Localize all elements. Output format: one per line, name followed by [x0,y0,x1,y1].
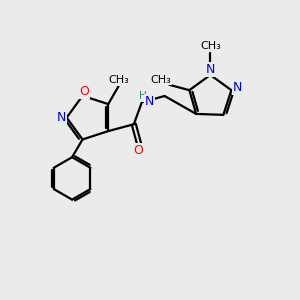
Text: O: O [133,143,143,157]
Text: CH₃: CH₃ [151,74,172,85]
Text: H: H [140,91,147,101]
Text: N: N [145,95,154,108]
Text: CH₃: CH₃ [109,75,130,85]
Text: N: N [57,110,66,124]
Text: N: N [233,81,242,94]
Text: N: N [206,62,215,76]
Text: O: O [80,85,89,98]
Text: CH₃: CH₃ [200,41,221,51]
